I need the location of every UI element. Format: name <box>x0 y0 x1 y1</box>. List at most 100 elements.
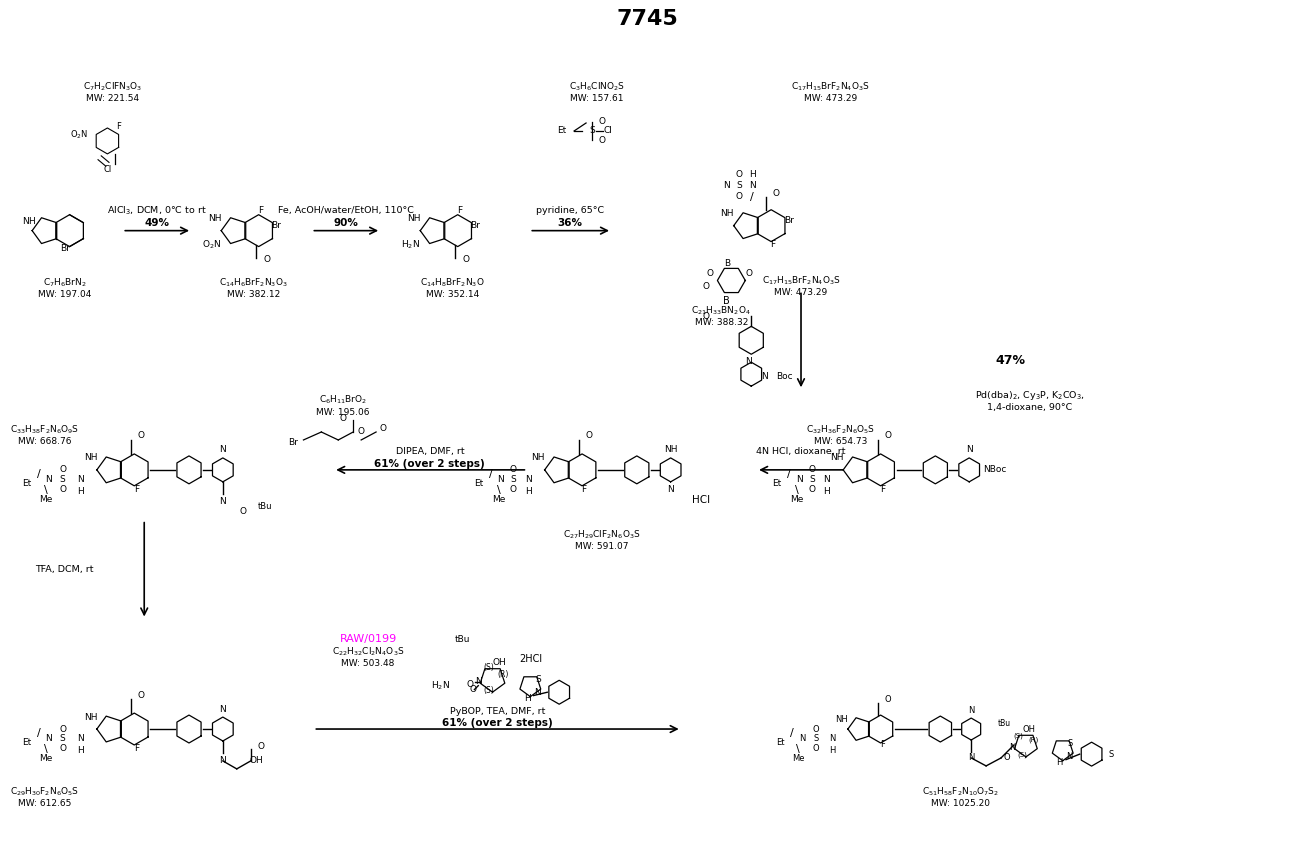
Text: F: F <box>458 206 462 215</box>
Text: MW: 654.73: MW: 654.73 <box>815 438 868 446</box>
Text: NH: NH <box>663 445 678 454</box>
Text: H: H <box>28 217 35 225</box>
Text: F: F <box>881 740 884 749</box>
Text: O: O <box>509 465 517 475</box>
Text: F: F <box>582 484 587 494</box>
Text: F: F <box>116 122 122 132</box>
Text: H$_2$N: H$_2$N <box>431 679 450 692</box>
Text: NH: NH <box>84 453 97 463</box>
Text: C$_{14}$H$_6$BrF$_2$N$_3$O$_3$: C$_{14}$H$_6$BrF$_2$N$_3$O$_3$ <box>220 276 288 289</box>
Text: N: N <box>824 476 830 484</box>
Text: C$_{21}$H$_{33}$BN$_2$O$_4$: C$_{21}$H$_{33}$BN$_2$O$_4$ <box>692 304 751 316</box>
Text: H: H <box>824 488 830 496</box>
Text: NH: NH <box>835 715 848 723</box>
Text: H: H <box>525 488 531 496</box>
Text: N: N <box>475 678 482 686</box>
Text: O: O <box>808 485 816 494</box>
Text: N: N <box>220 704 226 714</box>
Text: N: N <box>762 372 768 381</box>
Text: Br: Br <box>272 221 281 230</box>
Text: Me: Me <box>790 495 804 504</box>
Text: /: / <box>787 469 791 479</box>
Text: MW: 612.65: MW: 612.65 <box>18 799 71 808</box>
Text: Br: Br <box>59 243 70 253</box>
Text: NH: NH <box>830 453 843 463</box>
Text: C$_{17}$H$_{15}$BrF$_2$N$_4$O$_3$S: C$_{17}$H$_{15}$BrF$_2$N$_4$O$_3$S <box>762 274 840 286</box>
Text: C$_6$H$_{11}$BrO$_2$: C$_6$H$_{11}$BrO$_2$ <box>319 394 367 406</box>
Text: N: N <box>220 445 226 454</box>
Text: F: F <box>259 206 264 215</box>
Text: MW: 503.48: MW: 503.48 <box>341 659 394 667</box>
Text: N: N <box>966 445 972 454</box>
Text: N: N <box>799 734 806 744</box>
Text: PyBOP, TEA, DMF, rt: PyBOP, TEA, DMF, rt <box>450 707 546 716</box>
Text: S: S <box>511 476 516 484</box>
Text: MW: 352.14: MW: 352.14 <box>427 290 480 299</box>
Text: MW: 473.29: MW: 473.29 <box>804 94 857 102</box>
Text: N: N <box>45 476 52 484</box>
Text: 90%: 90% <box>334 218 358 228</box>
Text: O: O <box>462 255 469 264</box>
Text: C$_7$H$_6$BrN$_2$: C$_7$H$_6$BrN$_2$ <box>43 276 87 289</box>
Text: B: B <box>723 297 729 306</box>
Text: N: N <box>534 688 542 697</box>
Text: S: S <box>590 126 595 136</box>
Text: Pd(dba)$_2$, Cy$_3$P, K$_2$CO$_3$,: Pd(dba)$_2$, Cy$_3$P, K$_2$CO$_3$, <box>975 389 1085 402</box>
Text: O: O <box>358 427 365 437</box>
Text: C$_{14}$H$_8$BrF$_2$N$_3$O: C$_{14}$H$_8$BrF$_2$N$_3$O <box>420 276 485 289</box>
Text: S: S <box>737 181 742 190</box>
Text: S: S <box>59 476 66 484</box>
Text: F: F <box>771 240 776 249</box>
Text: O: O <box>1003 753 1010 763</box>
Text: OH: OH <box>493 658 506 666</box>
Text: O: O <box>262 255 270 264</box>
Text: /: / <box>37 469 40 479</box>
Text: S: S <box>535 674 540 684</box>
Text: Et: Et <box>22 739 31 747</box>
Text: S: S <box>809 476 815 484</box>
Text: N: N <box>968 705 975 715</box>
Text: DIPEA, DMF, rt: DIPEA, DMF, rt <box>396 447 464 457</box>
Text: 47%: 47% <box>996 353 1025 366</box>
Text: N: N <box>667 485 674 494</box>
Text: (R): (R) <box>1028 737 1038 743</box>
Text: Et: Et <box>475 479 484 488</box>
Text: C$_{22}$H$_{32}$Cl$_2$N$_4$O$_3$S: C$_{22}$H$_{32}$Cl$_2$N$_4$O$_3$S <box>332 645 405 658</box>
Text: tBu: tBu <box>997 719 1011 728</box>
Text: 7745: 7745 <box>617 9 679 29</box>
Text: N: N <box>746 357 753 366</box>
Text: Me: Me <box>791 754 804 764</box>
Text: Me: Me <box>491 495 506 504</box>
Text: Br: Br <box>471 221 480 230</box>
Text: N: N <box>795 476 803 484</box>
Text: O: O <box>138 691 145 700</box>
Text: C$_{27}$H$_{29}$ClF$_2$N$_6$O$_3$S: C$_{27}$H$_{29}$ClF$_2$N$_6$O$_3$S <box>564 528 641 541</box>
Text: O$_2$N: O$_2$N <box>202 238 221 251</box>
Text: N: N <box>1067 752 1072 761</box>
Text: O: O <box>469 685 477 694</box>
Text: O: O <box>59 745 66 753</box>
Text: Et: Et <box>22 479 31 488</box>
Text: N: N <box>497 476 504 484</box>
Text: N: N <box>749 181 755 190</box>
Text: Br: Br <box>785 216 794 225</box>
Text: O: O <box>812 745 820 753</box>
Text: \: \ <box>796 744 800 754</box>
Text: C$_{51}$H$_{58}$F$_2$N$_{10}$O$_7$S$_2$: C$_{51}$H$_{58}$F$_2$N$_{10}$O$_7$S$_2$ <box>922 785 998 798</box>
Text: (S): (S) <box>1018 752 1027 758</box>
Text: RAW/0199: RAW/0199 <box>340 635 397 644</box>
Text: NH: NH <box>720 209 734 218</box>
Text: Et: Et <box>776 739 785 747</box>
Text: 4N HCl, dioxane, rt: 4N HCl, dioxane, rt <box>756 447 846 457</box>
Text: Cl: Cl <box>103 165 111 174</box>
Text: pyridine, 65°C: pyridine, 65°C <box>537 206 604 215</box>
Text: O: O <box>746 269 753 278</box>
Text: S: S <box>813 734 818 744</box>
Text: MW: 591.07: MW: 591.07 <box>575 542 628 551</box>
Text: (R): (R) <box>498 669 508 679</box>
Text: MW: 197.04: MW: 197.04 <box>37 290 92 299</box>
Text: HCl: HCl <box>693 494 711 505</box>
Text: (S): (S) <box>484 663 494 672</box>
Text: O: O <box>380 423 387 433</box>
Text: \: \ <box>44 744 48 754</box>
